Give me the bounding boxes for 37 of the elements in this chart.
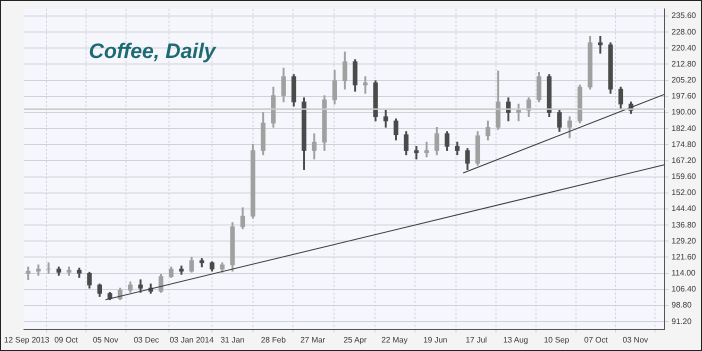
y-tick-label: 190.00	[672, 108, 697, 117]
y-tick-label: 182.40	[672, 124, 697, 133]
y-tick-label: 121.60	[672, 252, 697, 262]
y-tick-label: 159.60	[672, 172, 697, 182]
x-tick-label: 03 Dec	[134, 335, 160, 344]
x-tick-label: 03 Nov	[622, 335, 648, 344]
x-tick-label: 22 May	[381, 335, 408, 344]
x-tick-label: 13 Aug	[503, 335, 528, 344]
y-tick-label: 114.00	[672, 268, 696, 278]
y-tick-label: 144.40	[672, 204, 697, 214]
x-tick-label: 07 Oct	[584, 335, 608, 344]
x-tick-label: 17 Jul	[466, 335, 488, 344]
y-tick-label: 205.20	[672, 76, 697, 85]
y-tick-label: 106.40	[672, 284, 697, 294]
x-tick-label: 09 Oct	[54, 335, 79, 344]
x-tick-label: 05 Nov	[92, 335, 118, 344]
x-tick-label: 03 Jan 2014	[170, 335, 214, 344]
y-tick-label: 174.80	[672, 140, 697, 149]
y-tick-label: 129.20	[672, 236, 697, 246]
y-tick-label: 197.60	[672, 92, 697, 101]
y-tick-label: 212.80	[672, 59, 697, 68]
y-tick-label: 91.20	[672, 316, 692, 326]
x-tick-label: 27 Mar	[300, 335, 326, 344]
x-tick-label: 12 Sep 2013	[4, 335, 50, 344]
y-tick-label: 220.40	[672, 43, 697, 52]
x-tick-label: 10 Sep	[544, 335, 570, 344]
x-tick-label: 25 Apr	[344, 335, 367, 344]
x-tick-label: 19 Jun	[423, 335, 448, 344]
x-tick-label: 31 Jan	[220, 335, 245, 344]
x-tick-label: 28 Feb	[260, 335, 286, 344]
text: Coffee, Daily	[88, 40, 217, 64]
y-tick-label: 235.60	[672, 11, 697, 20]
y-tick-label: 167.20	[672, 156, 697, 165]
y-tick-label: 152.00	[672, 188, 697, 198]
y-tick-label: 228.00	[672, 27, 697, 36]
y-tick-label: 98.80	[672, 300, 692, 310]
y-tick-label: 136.80	[672, 220, 697, 230]
